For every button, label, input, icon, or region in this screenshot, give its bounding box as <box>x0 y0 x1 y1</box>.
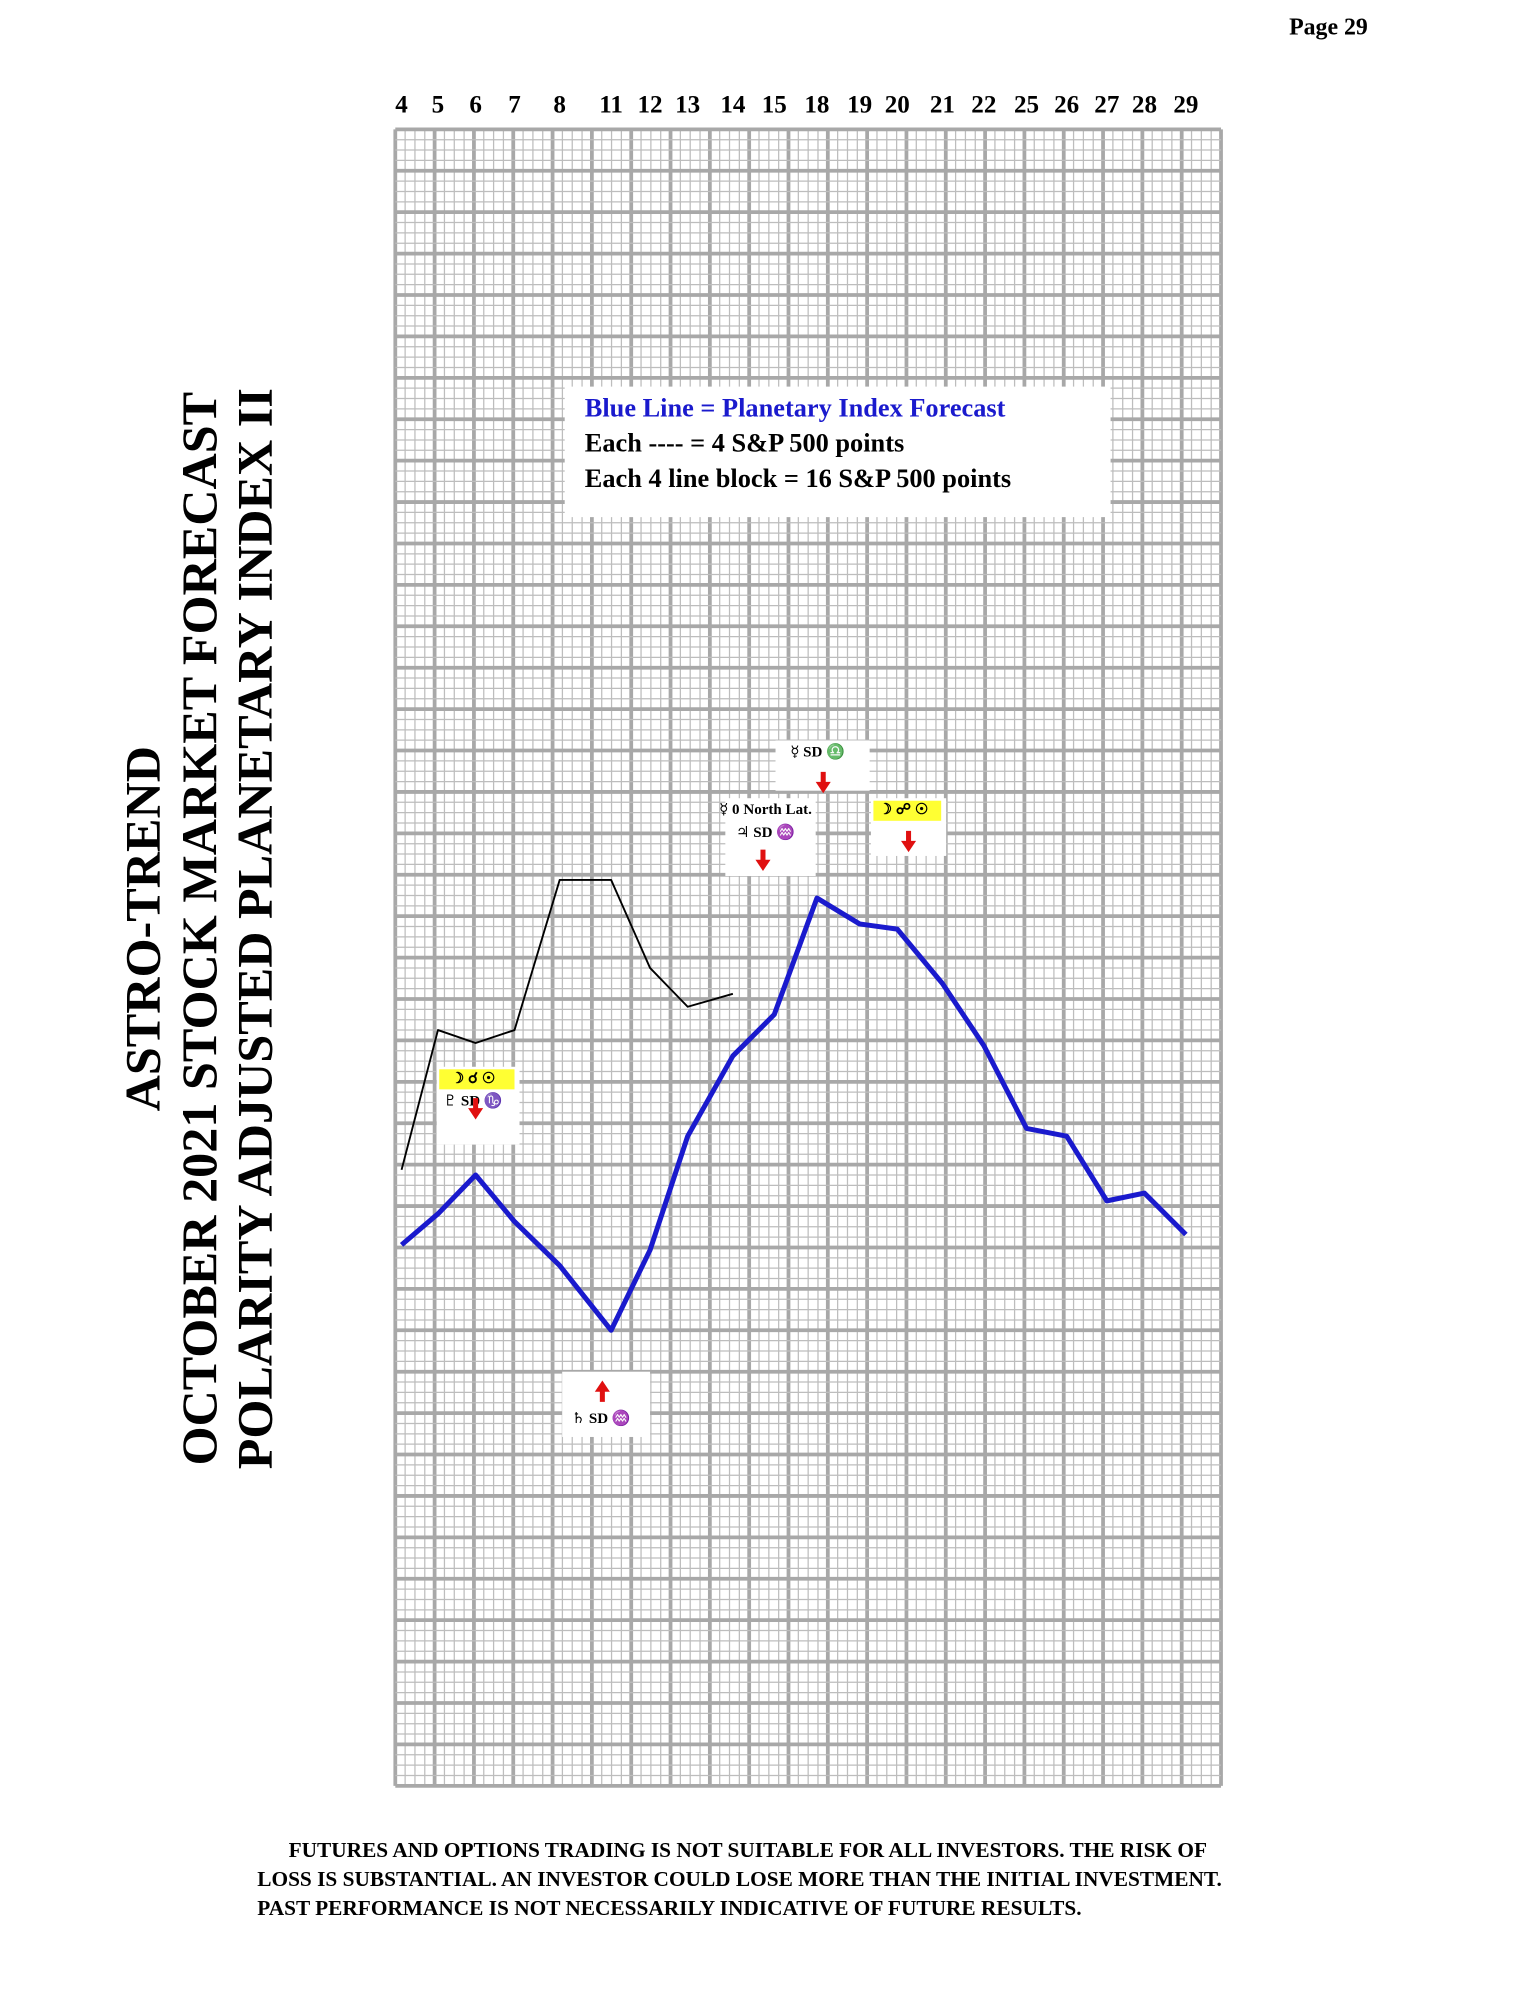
x-tick-label: 8 <box>553 92 566 119</box>
x-tick-label: 28 <box>1132 92 1157 119</box>
annotation-text: ☽ ☌ ☉ <box>451 1071 496 1087</box>
annotation-box <box>562 1371 651 1437</box>
x-tick-label: 4 <box>395 92 408 119</box>
grid <box>393 127 1223 1788</box>
disclaimer-line: FUTURES AND OPTIONS TRADING IS NOT SUITA… <box>289 1838 1207 1862</box>
x-tick-label: 22 <box>971 92 996 119</box>
x-tick-label: 5 <box>432 92 445 119</box>
x-tick-label: 21 <box>930 92 955 119</box>
forecast-line <box>399 895 1188 1333</box>
legend-title: Blue Line = Planetary Index Forecast <box>585 393 1006 422</box>
x-tick-label: 26 <box>1054 92 1079 119</box>
title-line: OCTOBER 2021 STOCK MARKET FORECAST <box>171 392 227 1466</box>
annotation-text: ☽ ☍ ☉ <box>879 802 929 818</box>
annotation-text: ☿ SD ♎ <box>790 742 845 760</box>
x-tick-label: 13 <box>675 92 700 119</box>
disclaimer-line: PAST PERFORMANCE IS NOT NECESSARILY INDI… <box>257 1896 1081 1920</box>
x-tick-label: 20 <box>885 92 910 119</box>
annotation-text: ♄ SD ♒ <box>572 1409 631 1427</box>
legend-line: Each ---- = 4 S&P 500 points <box>585 429 904 458</box>
annotation-box <box>725 798 816 877</box>
annotation-arrow <box>901 830 917 853</box>
annotation-arrow <box>594 1380 610 1402</box>
x-tick-label: 27 <box>1094 92 1119 119</box>
annotation-arrow <box>815 771 831 794</box>
x-tick-label: 29 <box>1173 92 1198 119</box>
x-tick-label: 12 <box>638 92 663 119</box>
annotation-arrow <box>755 849 771 871</box>
x-tick-label: 11 <box>599 92 623 119</box>
x-tick-label: 7 <box>508 92 521 119</box>
annotation-highlight <box>873 800 942 821</box>
price-line <box>400 879 734 1171</box>
page-label: Page 29 <box>1289 14 1368 40</box>
x-tick-label: 25 <box>1014 92 1039 119</box>
annotation-arrow <box>468 1098 484 1120</box>
annotation-text: ♃ SD ♒ <box>736 823 795 841</box>
disclaimer-line: LOSS IS SUBSTANTIAL. AN INVESTOR COULD L… <box>257 1867 1222 1891</box>
title-line: POLARITY ADJUSTED PLANETARY INDEX II <box>226 388 282 1469</box>
annotation-text: ☿ 0 North Lat. <box>719 802 812 818</box>
legend-box <box>564 386 1111 518</box>
x-tick-label: 18 <box>804 92 829 119</box>
x-tick-label: 15 <box>762 92 787 119</box>
annotation-highlight <box>439 1069 515 1090</box>
title-line: ASTRO-TREND <box>115 746 171 1111</box>
x-tick-label: 6 <box>469 92 482 119</box>
x-tick-label: 14 <box>720 92 746 119</box>
legend-line: Each 4 line block = 16 S&P 500 points <box>585 464 1011 493</box>
x-tick-label: 19 <box>847 92 872 119</box>
